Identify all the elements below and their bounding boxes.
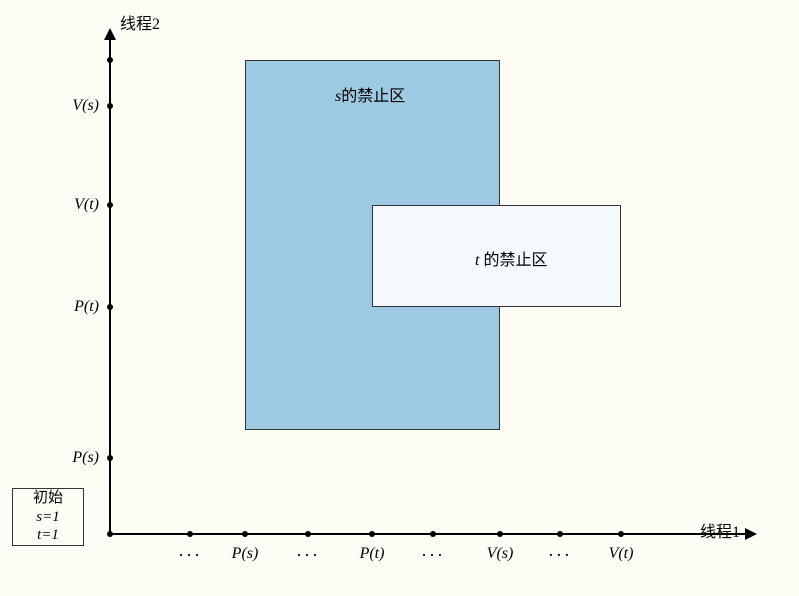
- y-tick-label-ps: P(s): [72, 449, 99, 467]
- y-tick-label-vt: V(t): [74, 196, 99, 214]
- y-tick-label-pt: P(t): [74, 298, 99, 316]
- x-axis-ellipsis: ···: [548, 545, 572, 566]
- x-tick: [557, 531, 563, 537]
- y-tick: [107, 304, 113, 310]
- x-axis-title: 线程1: [700, 518, 740, 542]
- y-axis-arrow-icon: [104, 28, 116, 40]
- x-axis-ellipsis: ···: [421, 545, 445, 566]
- x-tick: [430, 531, 436, 537]
- origin-tick: [107, 531, 113, 537]
- initial-state-box: 初始 s=1 t=1: [12, 488, 84, 546]
- y-tick: [107, 455, 113, 461]
- y-tick: [107, 202, 113, 208]
- x-tick: [369, 531, 375, 537]
- x-axis-arrow-icon: [745, 528, 757, 540]
- region-s-text: 的禁止区: [341, 88, 405, 105]
- y-axis-ellipsis: [106, 238, 114, 256]
- y-axis-title: 线程2: [120, 10, 160, 34]
- init-line2: t=1: [37, 526, 59, 545]
- x-tick: [497, 531, 503, 537]
- init-title: 初始: [33, 489, 63, 508]
- region-t-label: t 的禁止区: [475, 246, 547, 270]
- y-tick: [107, 57, 113, 63]
- x-tick: [242, 531, 248, 537]
- y-axis-ellipsis: [106, 486, 114, 504]
- x-tick-label-pt: P(t): [360, 545, 385, 563]
- x-axis-ellipsis: ···: [296, 545, 320, 566]
- region-s-label: s的禁止区: [335, 82, 405, 106]
- x-tick: [618, 531, 624, 537]
- x-tick-label-ps: P(s): [232, 545, 259, 563]
- x-tick: [187, 531, 193, 537]
- x-tick: [305, 531, 311, 537]
- progress-graph-diagram: s的禁止区 t 的禁止区 线程2 线程1 V(s) V(t) P(t) P(s)…: [0, 0, 799, 596]
- x-tick-label-vs: V(s): [487, 545, 514, 563]
- x-axis-ellipsis: ···: [178, 545, 202, 566]
- region-t-text: 的禁止区: [479, 252, 547, 269]
- x-axis-line: [109, 533, 749, 535]
- y-axis-ellipsis: [106, 342, 114, 360]
- y-axis-ellipsis: [106, 138, 114, 156]
- y-tick: [107, 103, 113, 109]
- y-tick-label-vs: V(s): [72, 97, 99, 115]
- init-line1: s=1: [36, 508, 59, 527]
- x-tick-label-vt: V(t): [609, 545, 634, 563]
